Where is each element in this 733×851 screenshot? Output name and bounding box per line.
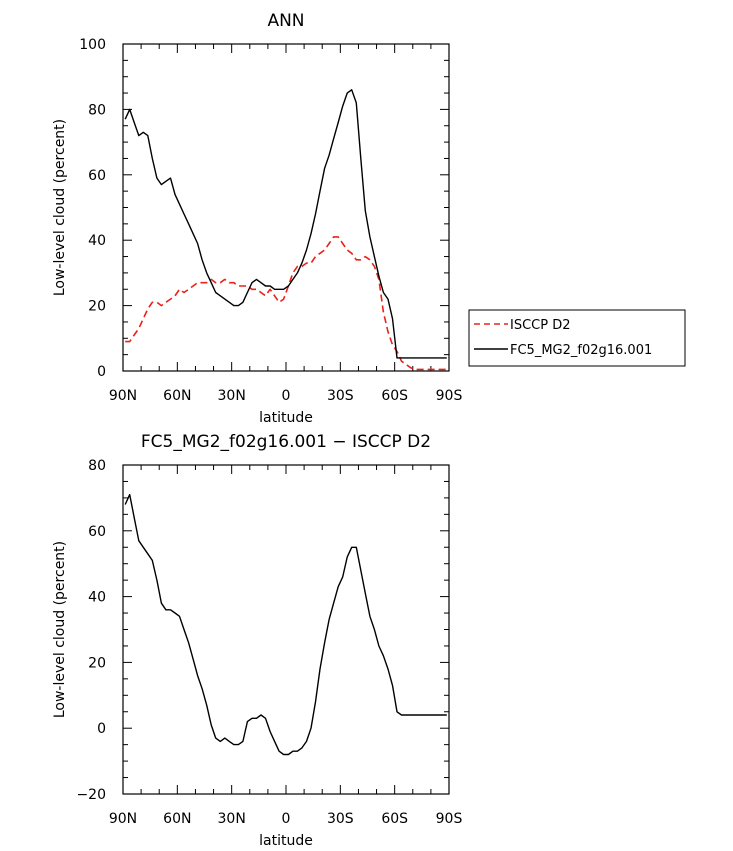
x-tick-label: 30N — [218, 388, 246, 404]
x-tick-label: 60S — [381, 388, 408, 404]
y-tick-label: 40 — [88, 590, 106, 606]
y-tick-label: 60 — [88, 168, 106, 184]
y-tick-label: 80 — [88, 102, 106, 118]
series-line-2 — [124, 89, 447, 359]
top-chart-panel: ANN Low-level cloud (percent) latitude 9… — [52, 11, 462, 426]
tick-labels: 90N 60N 30N 0 30S 60S 90S −20 0 20 40 60 80 — [76, 458, 462, 827]
x-tick-label: 30S — [327, 388, 354, 404]
y-tick-label: 0 — [97, 364, 106, 380]
y-tick-label: 20 — [88, 655, 106, 671]
x-tick-label: 30N — [218, 811, 246, 827]
legend-box — [468, 309, 686, 367]
tick-marks — [122, 464, 450, 795]
tick-labels: 90N 60N 30N 0 30S 60S 90S 0 20 40 60 80 100 — [79, 37, 462, 404]
y-tick-label: 40 — [88, 233, 106, 249]
chart-title: FC5_MG2_f02g16.001 − ISCCP D2 — [141, 432, 431, 452]
legend-label-isccp: ISCCP D2 — [510, 318, 571, 333]
y-tick-label: 60 — [88, 524, 106, 540]
x-tick-label: 0 — [282, 811, 291, 827]
y-axis-label-group: Low-level cloud (percent) — [52, 541, 68, 718]
x-tick-label: 60N — [163, 388, 191, 404]
tick-marks — [122, 43, 450, 372]
data-lines — [124, 493, 447, 756]
plot-frame — [122, 43, 450, 372]
y-tick-label: 80 — [88, 458, 106, 474]
x-tick-label: 90N — [109, 388, 137, 404]
data-lines — [124, 89, 447, 371]
x-axis-label: latitude — [259, 833, 313, 849]
y-tick-label: −20 — [76, 787, 106, 803]
chart-title: ANN — [267, 11, 304, 31]
x-tick-label: 90S — [436, 388, 463, 404]
x-axis-label: latitude — [259, 410, 313, 426]
x-tick-label: 30S — [327, 811, 354, 827]
series-line-1 — [124, 493, 447, 756]
y-tick-label: 0 — [97, 721, 106, 737]
plot-frame — [122, 464, 450, 795]
x-tick-label: 90S — [436, 811, 463, 827]
y-tick-label: 20 — [88, 299, 106, 315]
y-tick-label: 100 — [79, 37, 106, 53]
y-axis-label: Low-level cloud (percent) — [52, 119, 68, 296]
series-line-1 — [125, 236, 447, 371]
bottom-chart-panel: FC5_MG2_f02g16.001 − ISCCP D2 Low-level … — [52, 432, 462, 849]
x-tick-label: 60S — [381, 811, 408, 827]
y-axis-label: Low-level cloud (percent) — [52, 541, 68, 718]
y-axis-label-group: Low-level cloud (percent) — [52, 119, 68, 296]
x-tick-label: 60N — [163, 811, 191, 827]
legend: ISCCP D2 FC5_MG2_f02g16.001 — [468, 309, 686, 367]
legend-label-fc5: FC5_MG2_f02g16.001 — [510, 343, 652, 358]
x-tick-label: 90N — [109, 811, 137, 827]
x-tick-label: 0 — [282, 388, 291, 404]
